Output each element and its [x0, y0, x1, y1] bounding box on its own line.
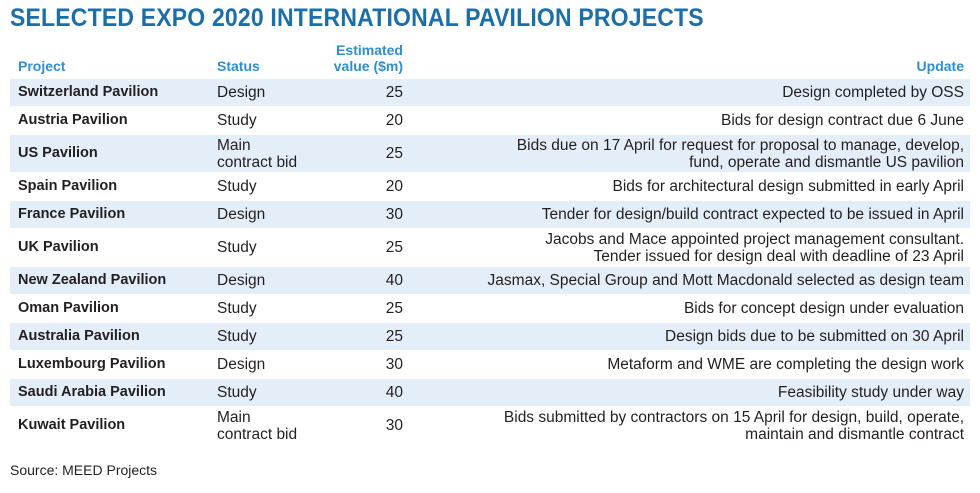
- estimated-value-cell: 25: [385, 84, 403, 101]
- project-cell: Kuwait Pavilion: [18, 417, 126, 433]
- status-cell: Design: [217, 272, 266, 289]
- project-cell: Australia Pavilion: [18, 328, 140, 344]
- project-cell: Luxembourg Pavilion: [18, 356, 166, 372]
- table-row: Luxembourg Pavilion Design 30 Metaform and …: [10, 350, 970, 378]
- update-cell: Bids for architectural design submitted …: [612, 178, 965, 195]
- status-cell: Study: [217, 178, 257, 195]
- table-row: New Zealand Pavilion Design 40 Jasmax, Spec…: [10, 266, 970, 294]
- update-cell: Bids submitted by contractors on 15 Apri…: [503, 408, 964, 443]
- status-cell: Study: [217, 112, 257, 129]
- update-cell: Design bids due to be submitted on 30 Ap…: [665, 328, 964, 345]
- status-cell: Study: [217, 328, 257, 345]
- estimated-value-cell: 20: [385, 178, 403, 195]
- update-cell: Tender for design/build contract expecte…: [541, 206, 964, 223]
- status-cell: Main contract bid: [217, 136, 298, 171]
- status-cell: Main contract bid: [217, 408, 298, 443]
- estimated-value-cell: 25: [385, 145, 403, 162]
- table-row: Switzerland Pavilion Design 25 Design compl…: [10, 78, 970, 106]
- status-cell: Design: [217, 206, 266, 223]
- source-note: Source: MEED Projects: [10, 462, 158, 478]
- table-row: US Pavilion Main contract bid 25 Bids due o…: [10, 134, 970, 172]
- project-cell: UK Pavilion: [18, 239, 99, 255]
- pavilion-table: Project Status Estimated value ($m) Upda…: [10, 36, 970, 444]
- table-row: UK Pavilion Study 25 Jacobs and Mace appoin…: [10, 228, 970, 266]
- table-row: France Pavilion Design 30 Tender for design…: [10, 200, 970, 228]
- table-row: Austria Pavilion Study 20 Bids for design c…: [10, 106, 970, 134]
- table-row: Oman Pavilion Study 25 Bids for concept des…: [10, 294, 970, 322]
- column-header-update: Update: [916, 58, 964, 74]
- estimated-value-cell: 40: [385, 384, 403, 401]
- update-cell: Design completed by OSS: [782, 84, 964, 101]
- table-row: Kuwait Pavilion Main contract bid 30 Bids s…: [10, 406, 970, 444]
- status-cell: Design: [217, 84, 266, 101]
- project-cell: Switzerland Pavilion: [18, 84, 159, 100]
- estimated-value-cell: 25: [385, 328, 403, 345]
- update-cell: Bids due on 17 April for request for pro…: [516, 136, 964, 171]
- column-header-status: Status: [217, 58, 260, 74]
- estimated-value-cell: 25: [385, 239, 403, 256]
- project-cell: Spain Pavilion: [18, 178, 118, 194]
- status-cell: Study: [217, 239, 257, 256]
- project-cell: New Zealand Pavilion: [18, 272, 167, 288]
- estimated-value-cell: 40: [385, 272, 403, 289]
- table-body: Switzerland Pavilion Design 25 Design compl…: [10, 78, 970, 444]
- estimated-value-cell: 30: [385, 417, 403, 434]
- column-header-project: Project: [18, 58, 66, 74]
- update-cell: Jasmax, Special Group and Mott Macdonald…: [487, 272, 964, 289]
- update-cell: Feasibility study under way: [777, 384, 964, 401]
- estimated-value-cell: 30: [385, 206, 403, 223]
- project-cell: Saudi Arabia Pavilion: [18, 384, 166, 400]
- table-header: Project Status Estimated value ($m) Upda…: [10, 36, 970, 78]
- estimated-value-cell: 20: [385, 112, 403, 129]
- project-cell: US Pavilion: [18, 145, 98, 161]
- update-cell: Bids for concept design under evaluation: [683, 300, 964, 317]
- estimated-value-cell: 25: [385, 300, 403, 317]
- project-cell: Oman Pavilion: [18, 300, 119, 316]
- status-cell: Study: [217, 384, 257, 401]
- page-title: SELECTED EXPO 2020 INTERNATIONAL PAVILIO…: [10, 4, 704, 32]
- project-cell: France Pavilion: [18, 206, 126, 222]
- status-cell: Study: [217, 300, 257, 317]
- update-cell: Metaform and WME are completing the desi…: [607, 356, 964, 373]
- table-row: Australia Pavilion Study 25 Design bids due…: [10, 322, 970, 350]
- status-cell: Design: [217, 356, 266, 373]
- column-header-estimated-value: Estimated value ($m): [333, 42, 403, 74]
- table-row: Spain Pavilion Study 20 Bids for architectu…: [10, 172, 970, 200]
- project-cell: Austria Pavilion: [18, 112, 128, 128]
- estimated-value-cell: 30: [385, 356, 403, 373]
- table-row: Saudi Arabia Pavilion Study 40 Feasibility …: [10, 378, 970, 406]
- update-cell: Bids for design contract due 6 June: [721, 112, 964, 129]
- update-cell: Jacobs and Mace appointed project manage…: [545, 230, 964, 265]
